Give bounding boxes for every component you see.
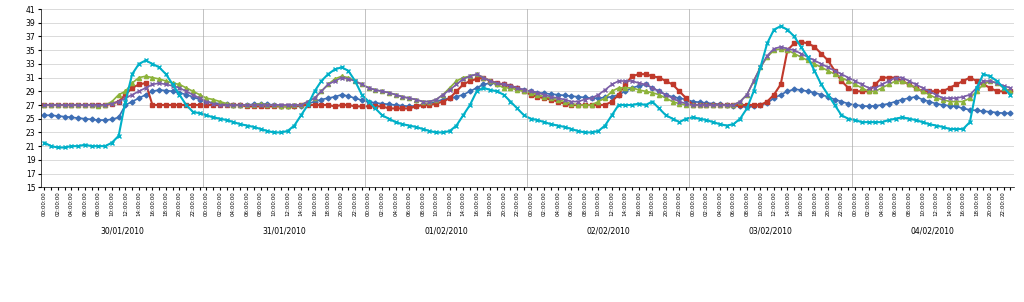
Solar das Palmeiras - condições de verão bbox=[38, 103, 50, 107]
Solar das Palmeiras - condições inverno bbox=[186, 89, 199, 93]
Solar das Palmeiras - condições de verão bbox=[822, 66, 835, 69]
Porto bbox=[842, 86, 854, 90]
Line: Temperatura externa (°C): Temperatura externa (°C) bbox=[42, 24, 1013, 149]
Temperatura externa (°C) bbox=[828, 103, 841, 107]
Marcilio Dias bbox=[828, 98, 841, 101]
Marcilio Dias bbox=[484, 81, 497, 85]
Porto bbox=[795, 40, 807, 44]
Text: 30/01/2010: 30/01/2010 bbox=[100, 226, 144, 235]
Temperatura externa (°C) bbox=[842, 117, 854, 120]
Porto bbox=[38, 103, 50, 107]
Marcilio Dias bbox=[92, 118, 104, 122]
Line: Solar das Palmeiras - condições inverno: Solar das Palmeiras - condições inverno bbox=[42, 47, 1013, 108]
Marcilio Dias bbox=[842, 102, 854, 105]
Temperatura externa (°C) bbox=[113, 134, 125, 138]
Solar das Palmeiras - condições inverno bbox=[828, 72, 841, 76]
Solar das Palmeiras - condições inverno bbox=[92, 104, 104, 108]
Marcilio Dias bbox=[342, 94, 354, 98]
Line: Solar das Palmeiras - condições de verão: Solar das Palmeiras - condições de verão bbox=[42, 45, 1013, 107]
Line: Porto: Porto bbox=[43, 40, 1012, 110]
Porto bbox=[336, 103, 348, 107]
Solar das Palmeiras - condições de verão bbox=[180, 89, 193, 93]
Solar das Palmeiras - condições de verão bbox=[727, 103, 739, 107]
Marcilio Dias bbox=[186, 95, 199, 98]
Legend: Marcilio Dias, Porto, Solar das Palmeiras - condições inverno, Solar das Palmeir: Marcilio Dias, Porto, Solar das Palmeira… bbox=[223, 301, 831, 302]
Solar das Palmeiras - condições de verão bbox=[774, 45, 786, 49]
Temperatura externa (°C) bbox=[734, 117, 746, 120]
Marcilio Dias bbox=[1005, 111, 1017, 115]
Temperatura externa (°C) bbox=[342, 69, 354, 72]
Temperatura externa (°C) bbox=[51, 146, 63, 149]
Text: 01/02/2010: 01/02/2010 bbox=[424, 226, 468, 235]
Solar das Palmeiras - condições inverno bbox=[342, 76, 354, 79]
Solar das Palmeiras - condições inverno bbox=[774, 47, 786, 51]
Text: 02/02/2010: 02/02/2010 bbox=[587, 226, 631, 235]
Solar das Palmeiras - condições de verão bbox=[1005, 86, 1017, 90]
Solar das Palmeiras - condições inverno bbox=[38, 103, 50, 107]
Text: 31/01/2010: 31/01/2010 bbox=[262, 226, 306, 235]
Text: 03/02/2010: 03/02/2010 bbox=[749, 226, 793, 235]
Porto bbox=[105, 102, 118, 105]
Solar das Palmeiras - condições inverno bbox=[842, 79, 854, 83]
Temperatura externa (°C) bbox=[38, 141, 50, 145]
Porto bbox=[828, 69, 841, 72]
Temperatura externa (°C) bbox=[186, 110, 199, 114]
Solar das Palmeiras - condições inverno bbox=[734, 100, 746, 103]
Marcilio Dias bbox=[38, 114, 50, 117]
Marcilio Dias bbox=[740, 105, 753, 109]
Text: 04/02/2010: 04/02/2010 bbox=[910, 226, 954, 235]
Temperatura externa (°C) bbox=[1005, 93, 1017, 97]
Porto bbox=[180, 103, 193, 107]
Porto bbox=[734, 103, 746, 107]
Porto bbox=[383, 107, 395, 110]
Solar das Palmeiras - condições de verão bbox=[105, 102, 118, 105]
Marcilio Dias bbox=[113, 116, 125, 119]
Line: Marcilio Dias: Marcilio Dias bbox=[43, 81, 1012, 122]
Solar das Palmeiras - condições de verão bbox=[336, 76, 348, 79]
Temperatura externa (°C) bbox=[774, 24, 786, 28]
Porto bbox=[1005, 89, 1017, 93]
Solar das Palmeiras - condições de verão bbox=[836, 72, 848, 76]
Solar das Palmeiras - condições inverno bbox=[113, 93, 125, 97]
Solar das Palmeiras - condições inverno bbox=[1005, 89, 1017, 93]
